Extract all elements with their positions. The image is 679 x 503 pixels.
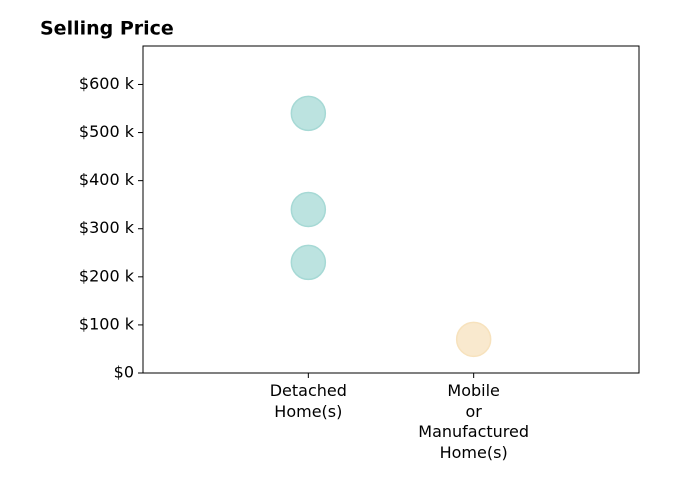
chart-title: Selling Price <box>40 18 174 40</box>
y-tick-label: $0 <box>114 363 134 382</box>
y-tick-label: $200 k <box>79 266 135 285</box>
y-tick-label: $600 k <box>79 74 135 93</box>
y-tick-label: $100 k <box>79 314 135 333</box>
y-tick-label: $500 k <box>79 122 135 141</box>
x-tick-label: Detached Home(s) <box>269 381 347 421</box>
y-tick-label: $400 k <box>79 170 135 189</box>
plot-frame <box>142 45 640 374</box>
point <box>290 244 327 281</box>
point <box>290 95 327 132</box>
x-tick-label: Mobile or Manufactured Home(s) <box>418 381 530 462</box>
point <box>455 321 492 358</box>
point <box>290 191 327 228</box>
y-tick-label: $300 k <box>79 218 135 237</box>
